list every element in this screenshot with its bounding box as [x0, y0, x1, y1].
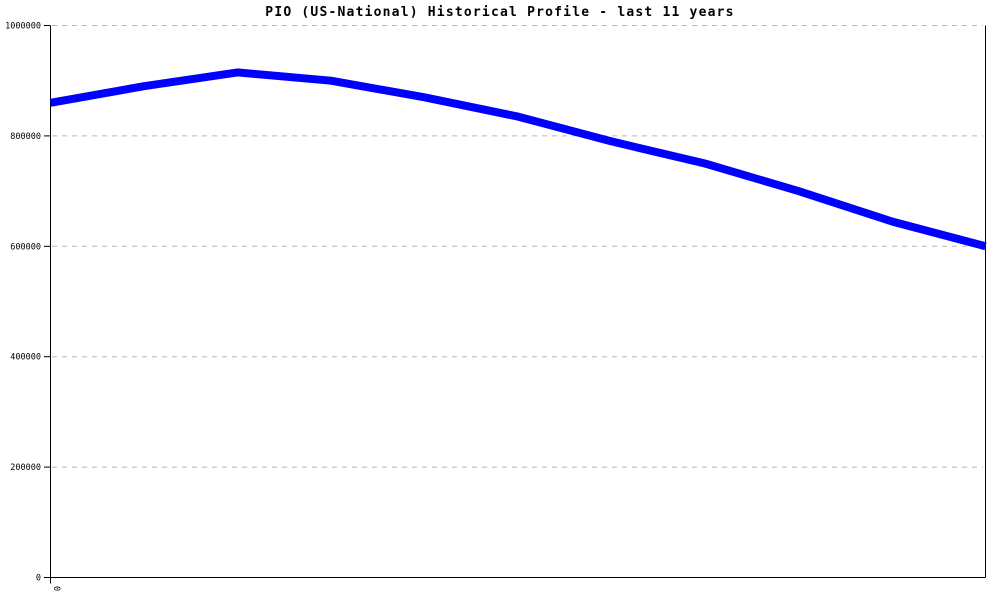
data-line — [49, 68, 987, 251]
y-tick-label: 400000 — [10, 353, 41, 363]
y-tick-label: 800000 — [10, 132, 41, 142]
chart-title: PIO (US-National) Historical Profile - l… — [265, 5, 735, 20]
y-tick-label: 200000 — [10, 463, 41, 473]
y-tick-label: 0 — [36, 574, 41, 584]
y-tick-label: 1000000 — [5, 22, 41, 32]
y-tick-label: 600000 — [10, 242, 41, 252]
x-tick-label: 0 — [51, 586, 61, 591]
